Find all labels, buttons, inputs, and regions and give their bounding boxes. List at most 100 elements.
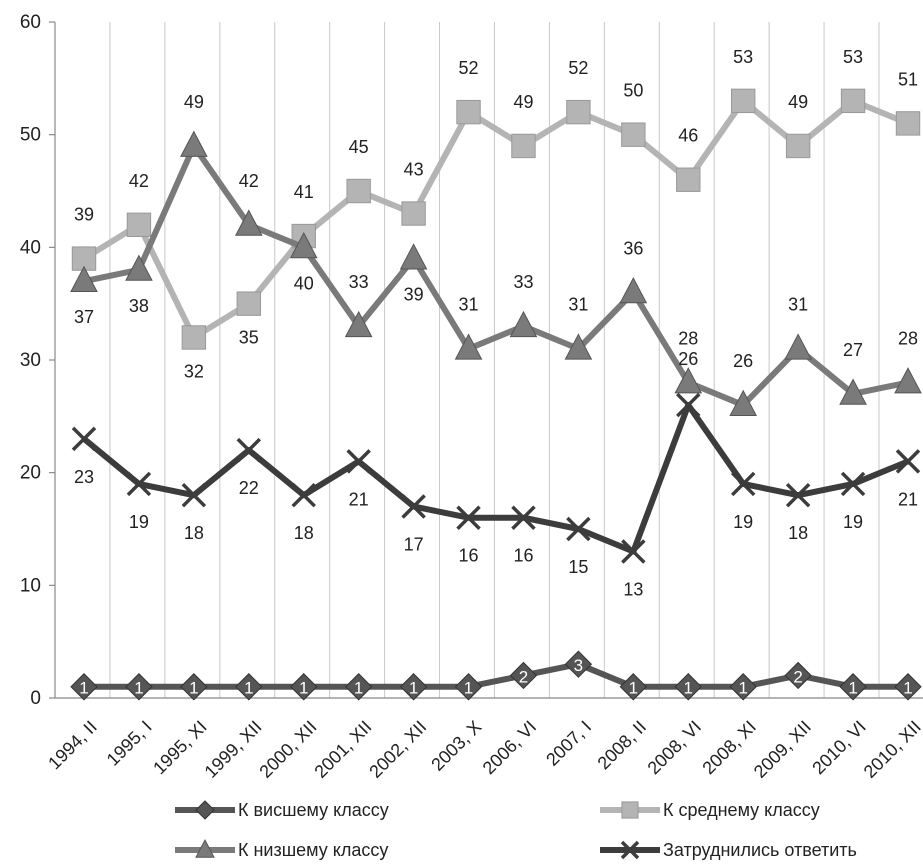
data-point [180,673,208,701]
legend-marker [621,801,639,819]
data-label: 13 [623,580,643,600]
data-label: 1 [299,679,308,698]
data-point [895,449,921,474]
data-label: 33 [349,272,369,292]
data-label: 27 [843,340,863,360]
data-point [235,673,263,701]
data-label: 28 [678,329,698,349]
data-label: 1 [354,679,363,698]
data-label: 32 [184,361,204,381]
data-label: 28 [898,329,918,349]
data-point [125,254,153,281]
data-point [344,310,373,338]
y-tick-label: 30 [20,350,41,371]
data-label: 22 [239,478,259,498]
data-label: 36 [623,238,643,258]
data-point [731,88,756,114]
data-label: 51 [898,69,918,89]
data-point [564,650,593,678]
data-label: 18 [294,523,314,543]
data-point [729,673,757,701]
data-point [730,471,756,497]
data-label: 1 [684,679,693,698]
data-label: 26 [678,349,698,369]
data-point [839,673,867,701]
data-point [894,367,922,394]
data-label: 1 [903,679,912,698]
x-tick-label: 2002, XII [365,717,430,782]
data-label: 42 [239,171,259,191]
legend: К висшему классу К среднему классу К низше… [175,800,857,860]
data-point [566,99,591,125]
data-point [840,471,866,497]
data-point [180,130,208,157]
data-point [290,673,318,701]
y-tick-label: 20 [20,463,41,484]
legend-marker [195,800,215,820]
data-label: 3 [574,656,583,675]
data-label: 2 [519,667,528,686]
x-tick-label: 2009, XII [750,717,815,782]
data-label: 1 [189,679,198,698]
series-line [82,97,910,341]
data-label: 31 [459,295,479,315]
data-label: 40 [294,273,314,293]
axes: 0 10 20 30 40 50 60 [20,12,923,709]
legend-marker [620,840,640,860]
data-point [70,265,98,293]
series-line [83,142,909,409]
data-label: 1 [629,679,638,698]
x-tick-label: 2000, XII [255,717,320,782]
data-point [509,310,538,338]
data-point [511,505,536,530]
data-label: 21 [349,489,369,509]
data-point [234,209,263,236]
data-point [894,673,922,701]
data-label: 39 [404,285,424,305]
data-label: 17 [404,534,424,554]
data-point [126,471,152,497]
data-point [289,231,318,259]
data-point [291,482,316,508]
data-label: 38 [129,296,149,316]
x-tick-label: 1999, XII [201,717,266,782]
data-label: 45 [349,137,369,157]
data-point [399,243,428,270]
data-label: 1 [464,679,473,698]
data-point [181,325,207,350]
data-point [676,167,701,192]
data-point [70,673,98,701]
series-к-низшему-классу [70,130,922,416]
data-point [674,367,703,394]
y-tick-label: 50 [20,125,41,146]
data-point [399,673,428,701]
data-label: 1 [738,679,747,698]
data-label: 26 [733,351,753,371]
data-label: 19 [129,512,149,532]
data-label: 31 [788,295,808,315]
data-point [181,482,207,508]
data-label: 1 [79,679,88,698]
data-point [784,661,812,690]
data-point [126,212,152,238]
data-label: 52 [459,58,479,78]
data-label: 46 [678,126,698,146]
series-затруднились-ответить [71,392,921,564]
data-label: 18 [184,523,204,543]
legend-label: Затруднились ответить [663,840,857,860]
data-point [785,482,811,508]
x-tick-label: 1995, I [103,717,156,770]
data-label: 15 [568,557,588,577]
legend-label: К среднему классу [663,800,820,820]
legend-item-к-низшему-классу: К низшему классу [175,839,388,860]
grid-lines [54,22,880,698]
x-tick-label: 2007, I [542,717,595,770]
data-point [344,673,373,701]
data-point [785,133,811,159]
x-tick-label: 2008, VI [644,717,706,779]
data-point [674,673,702,701]
series-line [82,402,910,555]
